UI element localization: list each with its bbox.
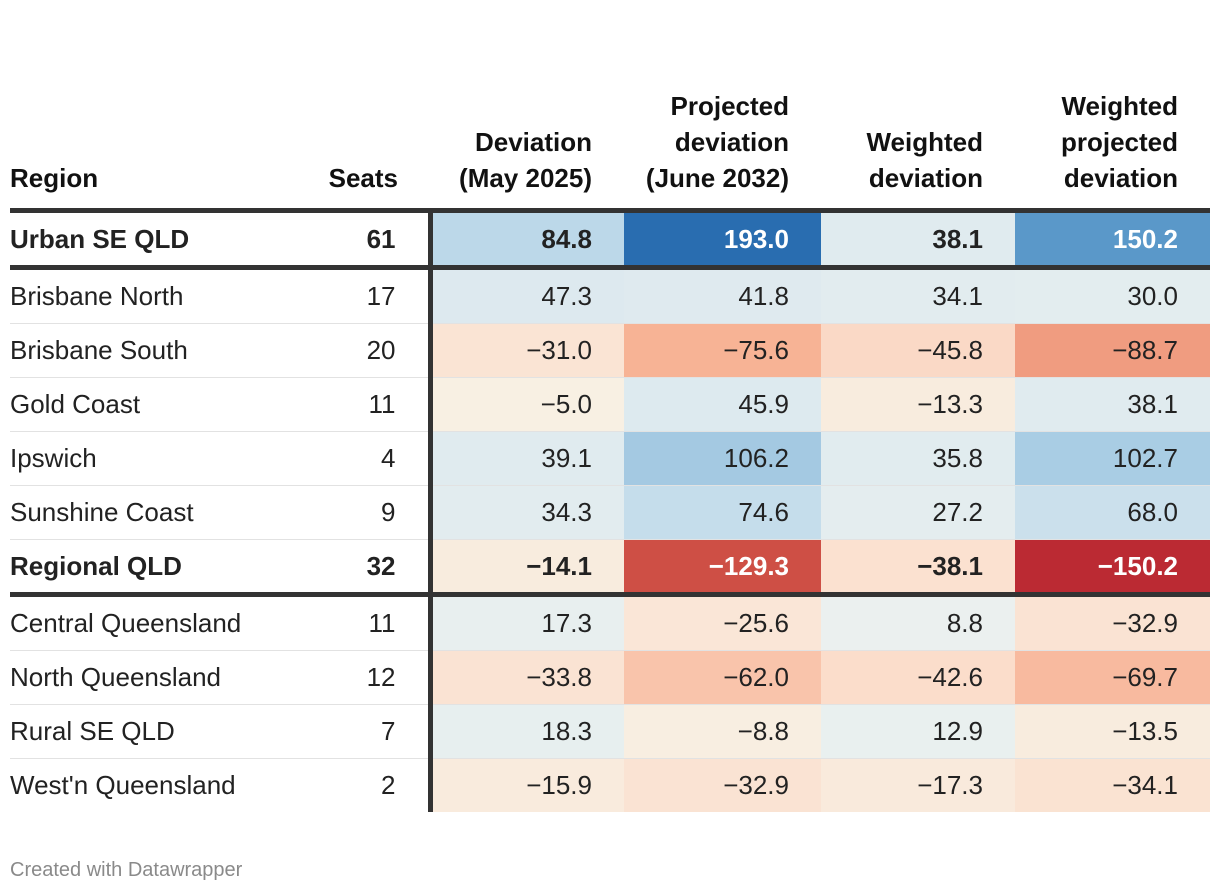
weighted-deviation-cell: 38.1 [821, 210, 1015, 270]
weighted-deviation-cell: 35.8 [821, 431, 1015, 486]
deviation-cell: −14.1 [430, 539, 624, 597]
region-cell: Brisbane North [10, 267, 290, 324]
header-weighted-deviation: Weighted deviation [866, 127, 983, 193]
seats-cell: 7 [290, 704, 433, 759]
weighted-deviation-cell: −17.3 [821, 758, 1015, 812]
weighted-projected-deviation-cell: −88.7 [1015, 323, 1210, 378]
header-seats: Seats [328, 163, 398, 193]
projected-deviation-cell: 74.6 [624, 485, 821, 540]
deviation-cell: 18.3 [430, 704, 624, 759]
projected-deviation-cell: −62.0 [624, 650, 821, 705]
weighted-projected-deviation-cell: 68.0 [1015, 485, 1210, 540]
region-cell: Rural SE QLD [10, 704, 290, 759]
weighted-deviation-cell: −45.8 [821, 323, 1015, 378]
weighted-projected-deviation-cell: 38.1 [1015, 377, 1210, 432]
seats-cell: 20 [290, 323, 433, 378]
table-row: West'n Queensland 2 −15.9 −32.9 −17.3 −34.1 [10, 758, 1210, 812]
weighted-deviation-cell: −38.1 [821, 539, 1015, 597]
header-region: Region [10, 163, 99, 193]
region-cell: Gold Coast [10, 377, 290, 432]
deviation-cell: −5.0 [430, 377, 624, 432]
region-cell: Ipswich [10, 431, 290, 486]
weighted-deviation-cell: 27.2 [821, 485, 1015, 540]
weighted-projected-deviation-cell: 30.0 [1015, 267, 1210, 324]
weighted-projected-deviation-cell: −34.1 [1015, 758, 1210, 812]
region-cell: North Queensland [10, 650, 290, 705]
deviation-table: Region Seats Deviation (May 2025) Projec… [10, 40, 1210, 812]
table-row: Brisbane North 17 47.3 41.8 34.1 30.0 [10, 267, 1210, 324]
weighted-projected-deviation-cell: 102.7 [1015, 431, 1210, 486]
region-cell: Sunshine Coast [10, 485, 290, 540]
projected-deviation-cell: −129.3 [624, 539, 821, 597]
deviation-cell: 17.3 [430, 594, 624, 651]
seats-cell: 2 [290, 758, 433, 812]
deviation-cell: −15.9 [430, 758, 624, 812]
deviation-cell: −33.8 [430, 650, 624, 705]
projected-deviation-cell: 106.2 [624, 431, 821, 486]
region-cell: Central Queensland [10, 594, 290, 651]
seats-cell: 12 [290, 650, 433, 705]
region-cell: Brisbane South [10, 323, 290, 378]
seats-cell: 11 [290, 594, 433, 651]
deviation-cell: −31.0 [430, 323, 624, 378]
projected-deviation-cell: 193.0 [624, 210, 821, 270]
header-row: Region Seats Deviation (May 2025) Projec… [10, 40, 1210, 211]
seats-cell: 32 [290, 539, 433, 597]
header-deviation: Deviation (May 2025) [459, 127, 592, 193]
table-row: Brisbane South 20 −31.0 −75.6 −45.8 −88.7 [10, 323, 1210, 378]
region-cell: West'n Queensland [10, 770, 236, 800]
projected-deviation-cell: −25.6 [624, 594, 821, 651]
table-row: North Queensland 12 −33.8 −62.0 −42.6 −69.7 [10, 650, 1210, 705]
table-body: Urban SE QLD 61 84.8 193.0 38.1 150.2 Brisbane… [10, 210, 1210, 812]
projected-deviation-cell: 41.8 [624, 267, 821, 324]
weighted-deviation-cell: −13.3 [821, 377, 1015, 432]
table-row: Rural SE QLD 7 18.3 −8.8 12.9 −13.5 [10, 704, 1210, 759]
deviation-cell: 34.3 [430, 485, 624, 540]
table-row: Ipswich 4 39.1 106.2 35.8 102.7 [10, 431, 1210, 486]
region-cell: Regional QLD [10, 539, 290, 597]
seats-cell: 17 [290, 267, 433, 324]
table-row: Central Queensland 11 17.3 −25.6 8.8 −32.9 [10, 594, 1210, 651]
projected-deviation-cell: −75.6 [624, 323, 821, 378]
region-cell: Urban SE QLD [10, 210, 290, 270]
deviation-cell: 39.1 [430, 431, 624, 486]
group-row: Regional QLD 32 −14.1 −129.3 −38.1 −150.2 [10, 539, 1210, 597]
seats-cell: 9 [290, 485, 433, 540]
header-weighted-projected-deviation: Weighted projected deviation [1060, 91, 1178, 193]
table-row: Sunshine Coast 9 34.3 74.6 27.2 68.0 [10, 485, 1210, 540]
weighted-deviation-cell: −42.6 [821, 650, 1015, 705]
weighted-deviation-cell: 8.8 [821, 594, 1015, 651]
seats-cell: 4 [290, 431, 433, 486]
footer-credit: Created with Datawrapper [10, 859, 243, 881]
weighted-projected-deviation-cell: −32.9 [1015, 594, 1210, 651]
weighted-deviation-cell: 12.9 [821, 704, 1015, 759]
weighted-deviation-cell: 34.1 [821, 267, 1015, 324]
weighted-projected-deviation-cell: −13.5 [1015, 704, 1210, 759]
weighted-projected-deviation-cell: −69.7 [1015, 650, 1210, 705]
header-projected-deviation: Projected deviation (June 2032) [645, 91, 789, 193]
projected-deviation-cell: −8.8 [624, 704, 821, 759]
group-row: Urban SE QLD 61 84.8 193.0 38.1 150.2 [10, 210, 1210, 270]
table-row: Gold Coast 11 −5.0 45.9 −13.3 38.1 [10, 377, 1210, 432]
seats-cell: 11 [290, 377, 433, 432]
weighted-projected-deviation-cell: −150.2 [1015, 539, 1210, 597]
projected-deviation-cell: −32.9 [624, 758, 821, 812]
deviation-cell: 84.8 [430, 210, 624, 270]
seats-cell: 61 [290, 210, 433, 270]
deviation-cell: 47.3 [430, 267, 624, 324]
projected-deviation-cell: 45.9 [624, 377, 821, 432]
weighted-projected-deviation-cell: 150.2 [1015, 210, 1210, 270]
